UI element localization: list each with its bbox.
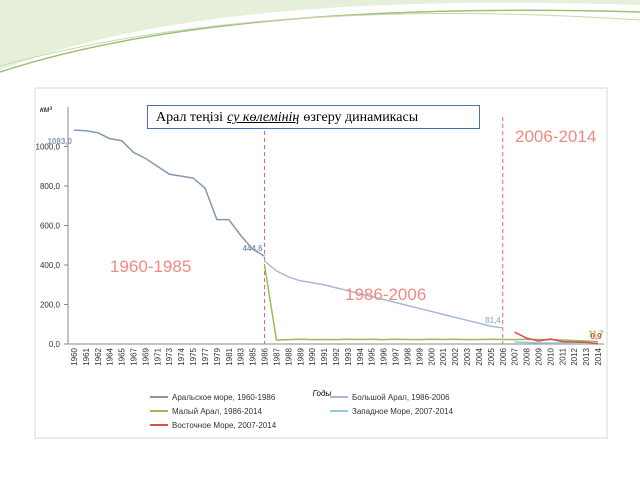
chart-panel [34,87,608,439]
x-tick-label: 1981 [225,347,234,365]
series-line [263,264,599,343]
y-tick-label: 1000,0 [36,143,61,152]
x-tick-label: 1977 [201,347,210,365]
x-tick-label: 2013 [582,347,591,365]
x-tick-label: 2010 [546,347,555,365]
x-tick-label: 2014 [594,347,603,365]
value-label: 1083,0 [47,137,72,146]
period-annotation: 1960-1985 [110,257,191,276]
title-part: су көлемінің [227,110,300,125]
x-tick-label: 1960 [70,347,79,365]
y-tick-label: 600,0 [40,222,61,231]
x-tick-label: 1999 [415,347,424,365]
x-tick-label: 1985 [249,347,258,365]
y-tick-label: 400,0 [40,261,61,270]
x-tick-label: 1964 [106,347,115,365]
title-part: Арал теңізі [156,110,224,125]
title-part: өзгеру динамикасы [303,110,419,125]
x-tick-label: 2005 [487,347,496,365]
x-tick-label: 1995 [368,347,377,365]
y-unit: км³ [40,105,52,114]
legend-label: Восточное Море, 2007-2014 [172,421,277,430]
x-tick-label: 1961 [82,347,91,365]
decor-line [0,12,640,67]
value-label: 11,7 [588,330,604,339]
series-line [264,260,503,329]
y-tick-label: 0,0 [49,340,61,349]
x-tick-label: 1991 [320,347,329,365]
title-box: Арал теңізі су көлемінің өзгеру динамикасы [147,105,480,129]
x-tick-label: 1967 [130,347,139,365]
x-tick-label: 1997 [392,347,401,365]
x-tick-label: 1994 [356,347,365,365]
x-tick-label: 1998 [403,347,412,365]
x-tick-label: 1992 [332,347,341,365]
x-tick-label: 1987 [272,347,281,365]
x-tick-label: 2004 [475,347,484,365]
x-tick-label: 2012 [570,347,579,365]
x-tick-label: 2007 [511,347,520,365]
period-annotation: 1986-2006 [345,285,426,304]
x-tick-label: 2003 [463,347,472,365]
legend-label: Аральское море, 1960-1986 [172,393,276,402]
x-tick-label: 1989 [296,347,305,365]
legend-label: Большой Арал, 1986-2006 [352,393,450,402]
x-tick-label: 2002 [451,347,460,365]
x-tick-label: 2009 [534,347,543,365]
x-tick-label: 1996 [380,347,389,365]
x-tick-label: 1971 [153,347,162,365]
series-line [514,331,599,345]
x-tick-label: 1990 [308,347,317,365]
x-tick-label: 1979 [213,347,222,365]
x-axis-label: Годы [313,389,332,398]
legend-label: Малый Арал, 1986-2014 [172,407,262,416]
x-tick-label: 1973 [165,347,174,365]
y-tick-label: 200,0 [40,301,61,310]
value-label: 0,9 [590,332,602,341]
x-tick-label: 1969 [141,347,150,365]
x-tick-label: 2000 [427,347,436,365]
legend-label: Западное Море, 2007-2014 [352,407,454,416]
x-tick-label: 1974 [177,347,186,365]
x-tick-label: 2006 [499,347,508,365]
decor-swoosh [0,0,640,70]
x-tick-label: 1983 [237,347,246,365]
x-tick-label: 2001 [439,347,448,365]
series-line [73,129,265,257]
x-tick-label: 1962 [94,347,103,365]
x-tick-label: 1988 [284,347,293,365]
value-label: 444,6 [243,244,264,253]
period-annotation: 2006-2014 [515,127,596,146]
y-tick-label: 800,0 [40,182,61,191]
x-tick-label: 1965 [118,347,127,365]
x-tick-label: 1993 [344,347,353,365]
series-line [514,341,599,345]
x-tick-label: 1986 [261,347,270,365]
x-tick-label: 2011 [558,347,567,365]
value-label: 81,4 [485,316,501,325]
x-tick-label: 1975 [189,347,198,365]
x-tick-label: 2008 [523,347,532,365]
